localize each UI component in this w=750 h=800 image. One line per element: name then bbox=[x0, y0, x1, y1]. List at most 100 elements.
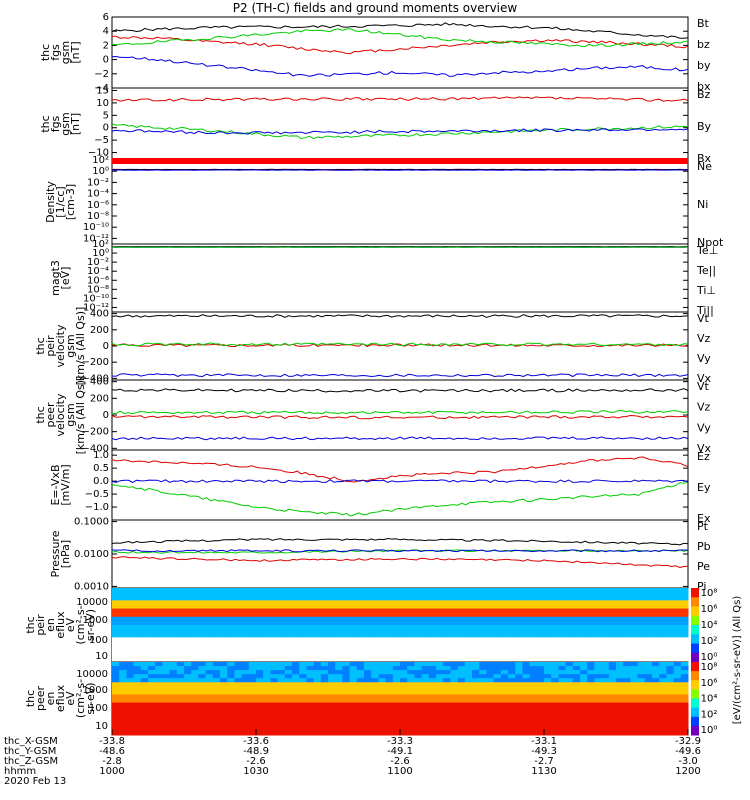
heatmap-cell bbox=[673, 678, 682, 683]
heatmap-cell bbox=[652, 682, 660, 687]
heatmap-cell bbox=[493, 645, 502, 651]
heatmap-cell bbox=[522, 596, 531, 601]
panel-peir_spectrogram: thcpeirenefluxeV(cm²-s-sr-eV)10000100010… bbox=[24, 587, 743, 724]
heatmap-cell bbox=[292, 670, 300, 675]
heatmap-cell bbox=[601, 686, 610, 691]
heatmap-cell bbox=[450, 600, 459, 605]
heatmap-cell bbox=[515, 649, 523, 655]
heatmap-cell bbox=[277, 633, 286, 638]
heatmap-cell bbox=[623, 629, 631, 634]
heatmap-cell bbox=[644, 629, 653, 634]
heatmap-cell bbox=[421, 649, 430, 655]
heatmap-cell bbox=[594, 620, 603, 626]
heatmap-cell bbox=[616, 730, 624, 736]
heatmap-cell bbox=[176, 645, 185, 651]
heatmap-cell bbox=[630, 670, 639, 675]
heatmap-cell bbox=[644, 730, 653, 736]
heatmap-cell bbox=[616, 726, 624, 732]
legend-entry: Pt bbox=[697, 520, 709, 533]
heatmap-cell bbox=[169, 596, 178, 601]
ytick-label: 10⁻⁶ bbox=[87, 275, 109, 286]
heatmap-cell bbox=[292, 657, 300, 663]
heatmap-cell bbox=[565, 633, 574, 638]
heatmap-cell bbox=[450, 612, 459, 618]
heatmap-cell bbox=[198, 633, 207, 638]
heatmap-cell bbox=[464, 653, 473, 659]
xaxis-row-value: -33.1 bbox=[531, 736, 557, 747]
ytick-label: −400 bbox=[82, 373, 109, 384]
heatmap-cell bbox=[277, 730, 286, 736]
heatmap-cell bbox=[133, 662, 142, 667]
heatmap-cell bbox=[450, 674, 459, 679]
heatmap-cell bbox=[169, 666, 178, 671]
heatmap-cell bbox=[227, 662, 235, 667]
heatmap-cell bbox=[277, 690, 286, 695]
heatmap-cell bbox=[299, 625, 307, 630]
heatmap-cell bbox=[277, 698, 286, 704]
heatmap-cell bbox=[601, 588, 610, 593]
heatmap-cell bbox=[436, 678, 444, 683]
heatmap-cell bbox=[472, 612, 480, 618]
colorbar-tick: 10⁶ bbox=[701, 678, 718, 689]
heatmap-cell bbox=[594, 678, 603, 683]
heatmap-cell bbox=[176, 706, 185, 712]
heatmap-cell bbox=[306, 662, 315, 667]
heatmap-cell bbox=[637, 686, 646, 691]
heatmap-cell bbox=[284, 726, 293, 732]
heatmap-cell bbox=[364, 592, 372, 597]
heatmap-cell bbox=[673, 686, 682, 691]
heatmap-cell bbox=[356, 629, 365, 634]
xaxis-row-value: -49.6 bbox=[675, 746, 701, 757]
heatmap-cell bbox=[205, 666, 214, 671]
heatmap-cell bbox=[637, 690, 646, 695]
heatmap-cell bbox=[450, 592, 459, 597]
heatmap-cell bbox=[637, 653, 646, 659]
heatmap-cell bbox=[176, 710, 185, 716]
heatmap-cell bbox=[335, 608, 343, 614]
heatmap-cell bbox=[666, 608, 675, 614]
heatmap-cell bbox=[544, 600, 552, 605]
heatmap-cell bbox=[241, 637, 250, 642]
heatmap-cell bbox=[371, 686, 379, 691]
heatmap-cell bbox=[385, 616, 394, 622]
heatmap-cell bbox=[299, 596, 307, 601]
heatmap-cell bbox=[299, 670, 307, 675]
heatmap-cell bbox=[284, 706, 293, 712]
heatmap-cell bbox=[486, 641, 495, 647]
ylabel-line: gsm bbox=[59, 41, 72, 64]
heatmap-cell bbox=[493, 620, 502, 626]
heatmap-cell bbox=[594, 694, 603, 699]
heatmap-cell bbox=[652, 710, 660, 716]
heatmap-cell bbox=[364, 662, 372, 667]
heatmap-cell bbox=[392, 718, 401, 724]
heatmap-cell bbox=[140, 620, 149, 626]
heatmap-cell bbox=[234, 629, 243, 634]
heatmap-cell bbox=[140, 633, 149, 638]
heatmap-cell bbox=[335, 726, 343, 732]
heatmap-cell bbox=[162, 698, 171, 704]
heatmap-cell bbox=[119, 596, 127, 601]
heatmap-cell bbox=[220, 653, 228, 659]
heatmap-cell bbox=[385, 649, 394, 655]
heatmap-cell bbox=[184, 616, 192, 622]
heatmap-cell bbox=[515, 666, 523, 671]
heatmap-cell bbox=[680, 629, 689, 634]
heatmap-cell bbox=[328, 710, 336, 716]
heatmap-cell bbox=[284, 682, 293, 687]
heatmap-cell bbox=[436, 629, 444, 634]
heatmap-cell bbox=[464, 666, 473, 671]
heatmap-cell bbox=[414, 726, 423, 732]
heatmap-cell bbox=[616, 592, 624, 597]
heatmap-cell bbox=[680, 604, 689, 610]
heatmap-cell bbox=[112, 670, 120, 675]
heatmap-cell bbox=[184, 730, 192, 736]
heatmap-cell bbox=[450, 629, 459, 634]
heatmap-cell bbox=[349, 722, 358, 728]
heatmap-cell bbox=[220, 645, 228, 651]
heatmap-cell bbox=[299, 662, 307, 667]
heatmap-cell bbox=[349, 616, 358, 622]
heatmap-cell bbox=[680, 666, 689, 671]
colorbar-tick: 10⁶ bbox=[701, 604, 718, 615]
heatmap-cell bbox=[544, 670, 552, 675]
heatmap-cell bbox=[306, 592, 315, 597]
